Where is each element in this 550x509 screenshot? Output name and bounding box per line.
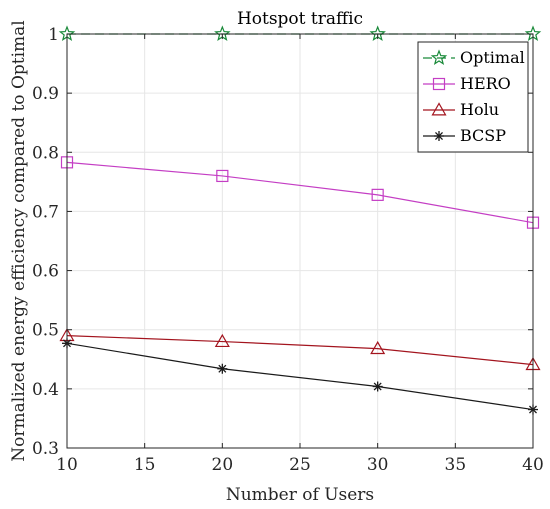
series-line-bcsp	[66, 342, 534, 411]
legend-marker-optimal	[430, 49, 448, 66]
legend-marker-holu	[431, 102, 447, 116]
ticks: 10 15 20 25 30 35 40 0.3 0.4 0.5 0.6 0.7 0.8 0.9 1	[32, 25, 544, 475]
y-tick-label: 0.6	[32, 262, 59, 282]
legend-label-optimal: Optimal	[460, 48, 525, 67]
x-tick-label: 40	[522, 455, 544, 475]
y-axis-label: Normalized energy efficiency compared to…	[9, 20, 29, 461]
data-point-holu	[214, 333, 230, 348]
data-point-bcsp	[372, 381, 383, 392]
x-tick-label: 10	[56, 455, 78, 475]
x-axis-label: Number of Users	[226, 485, 374, 505]
x-tick-label: 30	[367, 455, 389, 475]
x-tick-label: 25	[289, 455, 311, 475]
chart-title: Hotspot traffic	[237, 9, 363, 29]
x-tick-label: 15	[134, 455, 156, 475]
legend-label-hero: HERO	[460, 74, 511, 93]
data-point-bcsp	[217, 363, 228, 374]
y-tick-label: 1	[48, 25, 59, 45]
y-tick-label: 0.9	[32, 84, 59, 104]
legend: Optimal HERO Holu BCSP	[417, 41, 529, 153]
series-line-holu	[66, 335, 534, 366]
series-line-hero	[66, 161, 534, 224]
data-point-hero	[371, 188, 384, 201]
y-tick-label: 0.5	[32, 321, 59, 341]
y-tick-label: 0.4	[32, 380, 59, 400]
y-tick-label: 0.3	[32, 439, 59, 459]
data-point-holu	[370, 340, 386, 355]
legend-marker-bcsp	[434, 131, 444, 141]
legend-label-bcsp: BCSP	[460, 126, 506, 145]
y-tick-label: 0.7	[32, 202, 59, 222]
legend-marker-hero	[432, 77, 446, 91]
legend-label-holu: Holu	[460, 100, 499, 119]
data-point-hero	[216, 169, 229, 183]
x-tick-label: 20	[212, 455, 234, 475]
x-tick-label: 35	[445, 455, 467, 475]
y-tick-label: 0.8	[32, 143, 59, 163]
